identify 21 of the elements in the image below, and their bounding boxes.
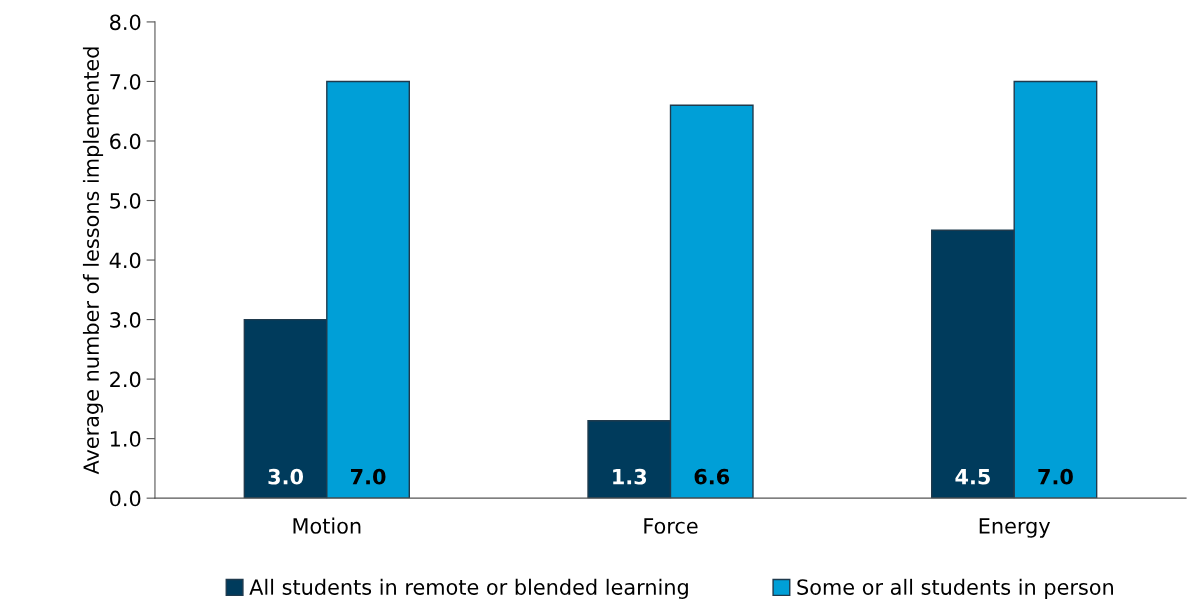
data-label: 1.3 <box>613 468 647 485</box>
data-label: 7.0 <box>350 468 386 485</box>
y-tick-label: 8.0 <box>110 14 141 31</box>
y-tick-label: 4.0 <box>109 252 141 269</box>
data-label: 4.5 <box>955 469 990 485</box>
y-tick-label: 7.0 <box>110 73 141 90</box>
y-tick-label: 6.0 <box>110 133 141 150</box>
x-tick-label: Force <box>644 518 698 534</box>
legend-label: All students in remote or blended learning <box>249 578 688 599</box>
y-tick-label: 1.0 <box>110 431 141 447</box>
x-tick-label: Energy <box>979 518 1051 538</box>
y-tick-label: 5.0 <box>110 192 141 209</box>
data-label: 7.0 <box>1038 468 1073 485</box>
data-label: 6.6 <box>694 468 730 485</box>
data-label: 3.0 <box>268 468 304 485</box>
y-tick-label: 2.0 <box>110 371 141 388</box>
y-tick-label: 0.0 <box>110 490 141 507</box>
legend-label: Some or all students in person <box>797 578 1113 599</box>
x-tick-label: Motion <box>293 517 361 534</box>
y-tick-label: 3.0 <box>110 312 141 328</box>
y-axis-title: Average number of lessons implemented <box>82 47 104 475</box>
